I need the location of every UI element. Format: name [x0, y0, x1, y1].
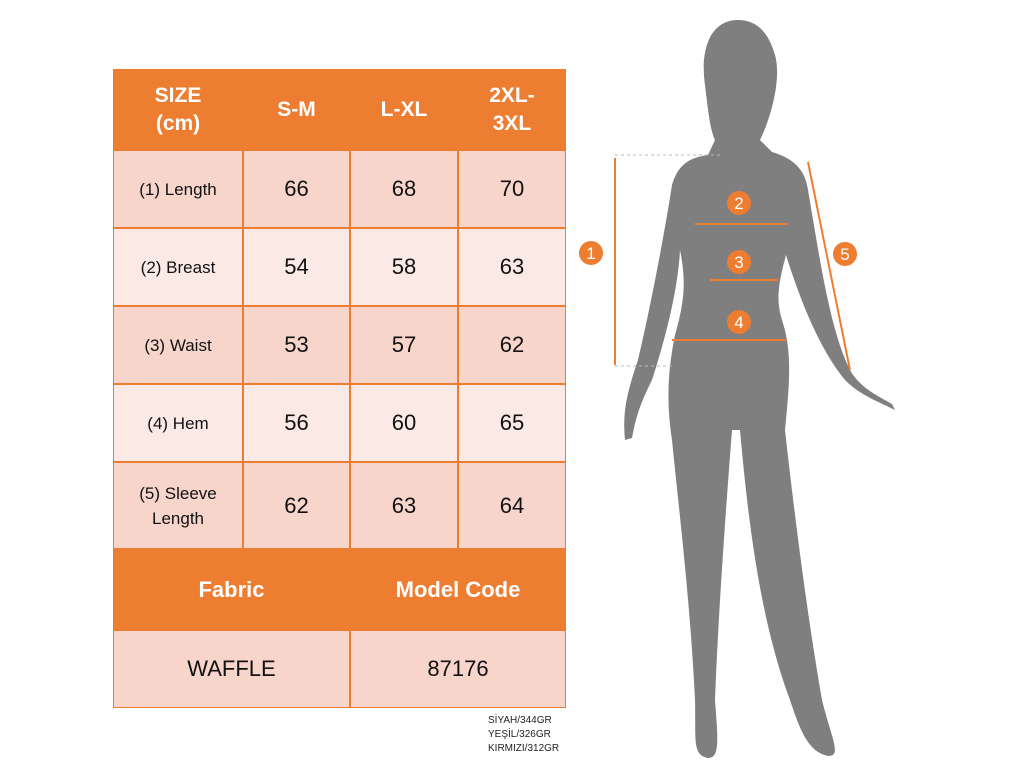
model-code-label: Model Code: [350, 549, 566, 630]
table-row: (4) Hem 56 60 65: [113, 384, 566, 462]
cell-value: 60: [350, 384, 458, 462]
marker-3: 3: [734, 253, 743, 272]
cell-value: 64: [458, 462, 566, 549]
measurement-arrows: [614, 158, 851, 371]
row-label: (3) Waist: [113, 306, 243, 384]
table-row: (1) Length 66 68 70: [113, 150, 566, 228]
row-label: (5) Sleeve Length: [113, 462, 243, 549]
cell-value: 68: [350, 150, 458, 228]
body-silhouette-diagram: 1 2 3 4 5: [579, 20, 895, 758]
cell-value: 62: [458, 306, 566, 384]
row-label: (4) Hem: [113, 384, 243, 462]
cell-value: 56: [243, 384, 350, 462]
header-l-xl: L-XL: [350, 69, 458, 150]
table-row: (3) Waist 53 57 62: [113, 306, 566, 384]
cell-value: 70: [458, 150, 566, 228]
cell-value: 63: [350, 462, 458, 549]
cell-value: 66: [243, 150, 350, 228]
fabric-label: Fabric: [113, 549, 350, 630]
fabric-header-row: Fabric Model Code: [113, 549, 566, 630]
header-s-m: S-M: [243, 69, 350, 150]
table-row: (5) Sleeve Length 62 63 64: [113, 462, 566, 549]
row-label: (1) Length: [113, 150, 243, 228]
weight-line: SİYAH/344GR: [488, 715, 552, 726]
cell-value: 65: [458, 384, 566, 462]
fabric-value-row: WAFFLE 87176: [113, 630, 566, 708]
marker-circles: [579, 191, 857, 334]
silhouette-figure: [624, 20, 895, 758]
header-row: SIZE (cm) S-M L-XL 2XL-3XL: [113, 69, 566, 150]
fabric-value: WAFFLE: [113, 630, 350, 708]
cell-value: 62: [243, 462, 350, 549]
cell-value: 54: [243, 228, 350, 306]
marker-4: 4: [734, 313, 743, 332]
marker-5: 5: [840, 245, 849, 264]
header-size: SIZE (cm): [113, 69, 243, 150]
marker-2: 2: [734, 194, 743, 213]
color-weights: SİYAH/344GR YEŞİL/326GR KIRMIZI/312GR: [488, 714, 559, 756]
marker-1: 1: [586, 244, 595, 263]
table-row: (2) Breast 54 58 63: [113, 228, 566, 306]
cell-value: 57: [350, 306, 458, 384]
cell-value: 53: [243, 306, 350, 384]
cell-value: 58: [350, 228, 458, 306]
weight-line: KIRMIZI/312GR: [488, 743, 560, 754]
header-2xl-3xl: 2XL-3XL: [458, 69, 566, 150]
cell-value: 63: [458, 228, 566, 306]
model-code-value: 87176: [350, 630, 566, 708]
row-label: (2) Breast: [113, 228, 243, 306]
weight-line: YEŞİL/326GR: [488, 729, 551, 740]
size-chart-table: SIZE (cm) S-M L-XL 2XL-3XL (1) Length 66…: [113, 69, 566, 708]
guide-lines: [615, 154, 720, 367]
